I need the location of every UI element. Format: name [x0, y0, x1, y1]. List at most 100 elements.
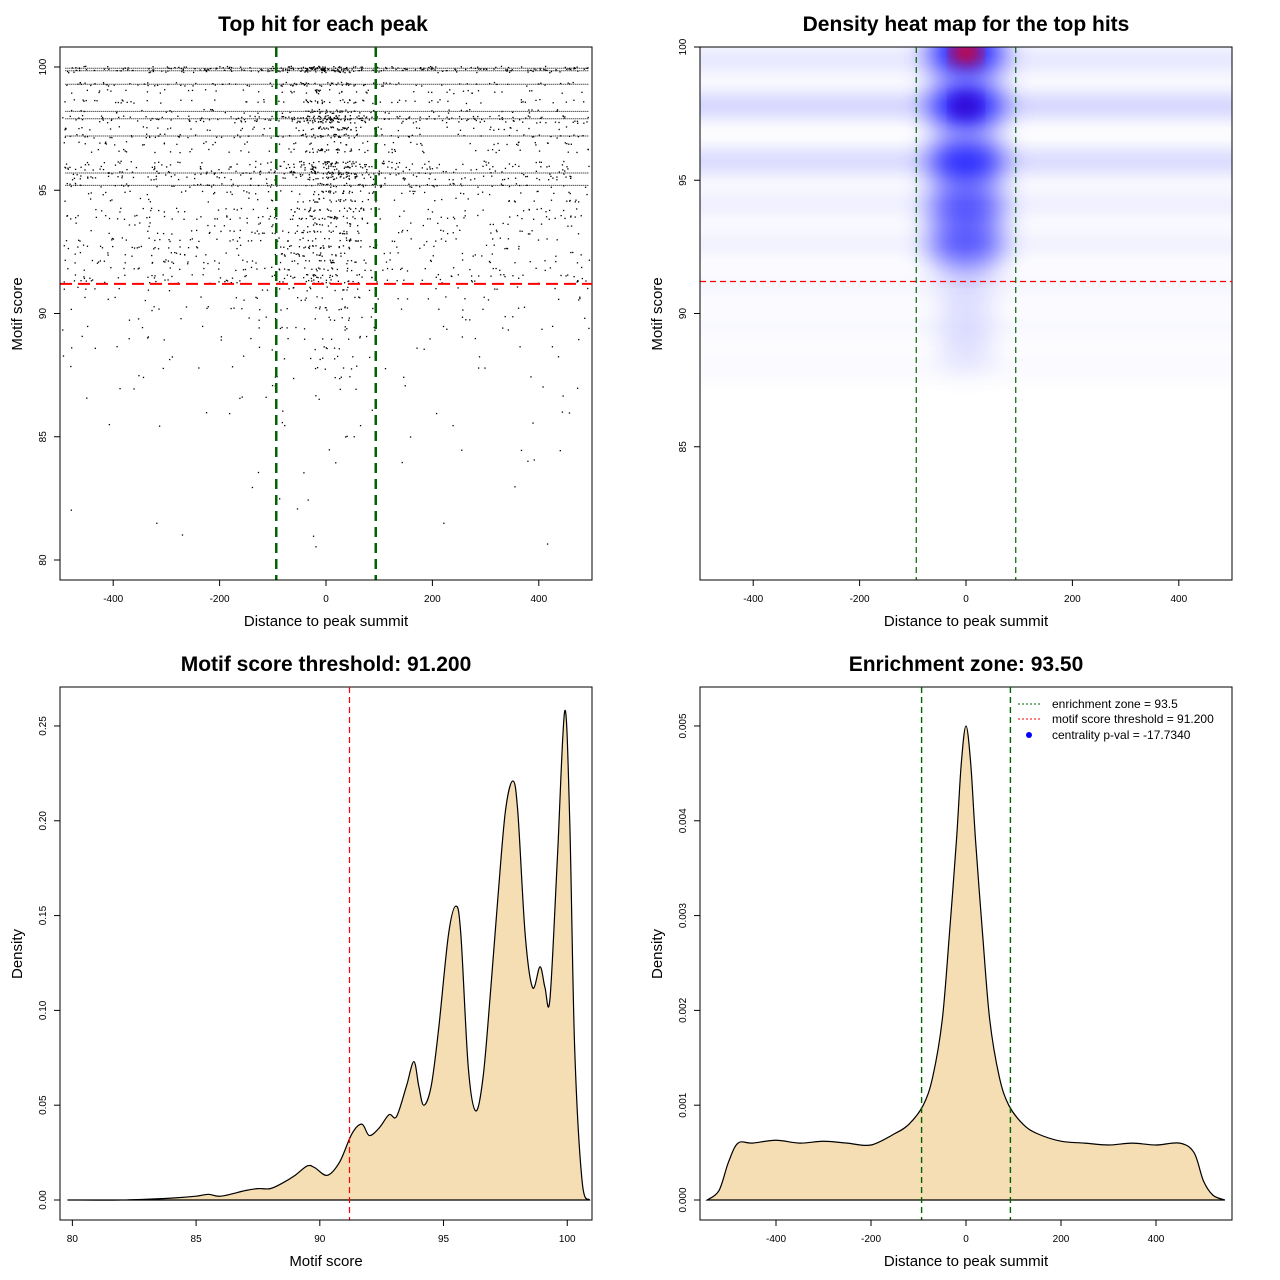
- scatter-point: [356, 288, 359, 290]
- scatter-point: [297, 68, 300, 70]
- scatter-point: [203, 267, 205, 270]
- scatter-point: [343, 230, 345, 232]
- scatter-point: [263, 101, 265, 103]
- scatter-point: [382, 163, 385, 165]
- scatter-point: [527, 233, 530, 235]
- scatter-point: [418, 172, 420, 174]
- scatter-point: [355, 388, 357, 390]
- scatter-point: [539, 98, 541, 101]
- scatter-point: [335, 115, 338, 117]
- scatter-point: [576, 151, 578, 154]
- scatter-point: [379, 218, 381, 220]
- scatter-point: [70, 308, 72, 311]
- scatter-point: [256, 119, 258, 121]
- scatter-point: [383, 82, 385, 84]
- scatter-point: [355, 173, 357, 175]
- scatter-point: [170, 119, 172, 121]
- scatter-point: [292, 67, 294, 69]
- scatter-point: [288, 245, 291, 248]
- scatter-point: [191, 274, 193, 276]
- scatter-point: [324, 112, 327, 114]
- heatmap-title: Density heat map for the top hits: [803, 13, 1130, 36]
- scatter-point: [258, 319, 260, 321]
- scatter-point: [246, 261, 248, 263]
- scatter-point: [165, 259, 167, 261]
- scatter-point: [184, 190, 187, 192]
- scatter-point: [572, 81, 574, 84]
- scatter-point: [424, 163, 426, 165]
- scatter-point: [132, 176, 135, 179]
- scatter-point: [99, 168, 101, 170]
- scatter-point: [276, 185, 278, 187]
- scatter-point: [529, 261, 531, 263]
- scatter-point: [359, 190, 362, 192]
- scatter-point: [289, 218, 292, 221]
- scatter-point: [111, 237, 114, 240]
- scatter-point: [424, 267, 426, 270]
- scatter-point: [215, 68, 217, 70]
- scatter-point: [428, 177, 430, 180]
- scatter-point: [440, 229, 442, 231]
- scatter-point: [307, 101, 310, 104]
- scatter-point: [216, 238, 218, 240]
- scatter-point: [303, 472, 305, 474]
- scatter-point: [408, 136, 410, 138]
- scatter-point: [578, 299, 580, 301]
- scatter-point: [402, 170, 404, 172]
- scatter-point: [522, 101, 524, 103]
- scatter-point: [232, 183, 234, 185]
- scatter-point: [276, 168, 278, 170]
- scatter-point: [313, 110, 316, 113]
- scatter-point: [561, 92, 563, 94]
- scatter-point: [183, 218, 185, 220]
- scatter-point: [544, 65, 547, 68]
- scatter-point: [305, 92, 308, 94]
- scatter-point: [433, 111, 435, 113]
- scatter-point: [302, 231, 304, 234]
- scatter-point: [349, 166, 351, 169]
- scatter-point: [328, 117, 330, 119]
- scatter-point: [296, 207, 299, 209]
- scatter-point: [334, 163, 337, 165]
- scatter-point: [495, 229, 498, 231]
- scatter-point: [317, 193, 320, 196]
- scatter-point: [303, 328, 306, 330]
- scatter-point: [347, 260, 349, 262]
- scatter-point: [290, 67, 292, 70]
- scatter-point: [315, 245, 317, 247]
- scatter-point: [212, 109, 214, 112]
- scatter-point: [326, 173, 328, 175]
- scatter-point: [438, 115, 440, 117]
- scatter-point: [70, 218, 72, 220]
- scatter-point: [558, 121, 560, 124]
- scatter-point: [203, 261, 205, 264]
- scatter-point: [353, 102, 355, 104]
- scatter-point: [562, 395, 564, 397]
- scatter-point: [290, 208, 292, 211]
- scatter-point: [550, 186, 553, 188]
- scatter-point: [490, 126, 492, 128]
- scatter-point: [328, 449, 331, 451]
- scatter-point: [153, 69, 155, 71]
- scatter-point: [175, 252, 178, 254]
- scatter-point: [349, 115, 352, 117]
- scatter-point: [501, 171, 503, 173]
- scatter-point: [279, 281, 281, 283]
- scatter-point: [379, 101, 381, 103]
- scatter-point: [362, 84, 365, 87]
- scatter-point: [541, 328, 543, 330]
- scatter-point: [455, 71, 458, 73]
- scatter-point: [337, 69, 339, 71]
- scatter-point: [500, 274, 502, 276]
- scatter-point: [301, 217, 303, 220]
- scatter-point: [313, 166, 315, 168]
- scatter-point: [465, 68, 467, 71]
- scatter-point: [235, 170, 237, 172]
- scatter-point: [365, 262, 367, 264]
- scatter-point: [348, 175, 350, 177]
- scatter-point: [103, 260, 106, 262]
- scatter-point: [501, 117, 503, 119]
- heatmap-hotspot: [928, 139, 1004, 184]
- scatter-point: [202, 274, 204, 276]
- scatter-point: [357, 184, 360, 186]
